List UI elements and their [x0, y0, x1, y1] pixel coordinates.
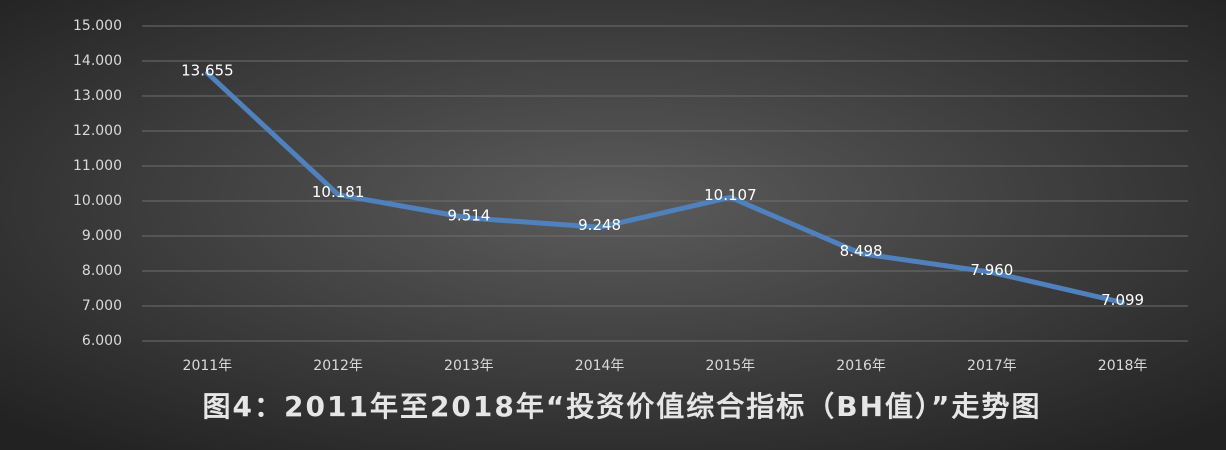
chart-title: 图4：2011年至2018年“投资价值综合指标（BH值）”走势图 [203, 390, 1042, 423]
x-tick-label: 2016年 [836, 358, 886, 374]
data-label: 7.099 [1101, 291, 1144, 309]
data-label: 10.107 [704, 186, 757, 204]
data-label: 13.655 [181, 62, 234, 80]
y-tick-label: 13.000 [73, 88, 122, 104]
y-tick-label: 11.000 [73, 158, 122, 174]
x-tick-label: 2018年 [1098, 358, 1148, 374]
y-tick-label: 15.000 [73, 18, 122, 34]
y-tick-label: 8.000 [82, 263, 122, 279]
y-tick-label: 6.000 [82, 333, 122, 349]
y-tick-label: 14.000 [73, 53, 122, 69]
data-line [204, 70, 1126, 305]
y-tick-label: 7.000 [82, 298, 122, 314]
data-label: 9.514 [447, 207, 490, 225]
data-label: 10.181 [312, 183, 365, 201]
data-label: 7.960 [970, 261, 1013, 279]
x-tick-label: 2013年 [444, 358, 494, 374]
x-tick-label: 2014年 [575, 358, 625, 374]
x-tick-label: 2017年 [967, 358, 1017, 374]
y-tick-label: 12.000 [73, 123, 122, 139]
x-tick-label: 2012年 [313, 358, 363, 374]
data-label: 9.248 [578, 216, 621, 234]
x-tick-label: 2011年 [183, 358, 233, 374]
y-tick-label: 10.000 [73, 193, 122, 209]
x-tick-label: 2015年 [706, 358, 756, 374]
data-label: 8.498 [840, 242, 883, 260]
y-tick-label: 9.000 [82, 228, 122, 244]
